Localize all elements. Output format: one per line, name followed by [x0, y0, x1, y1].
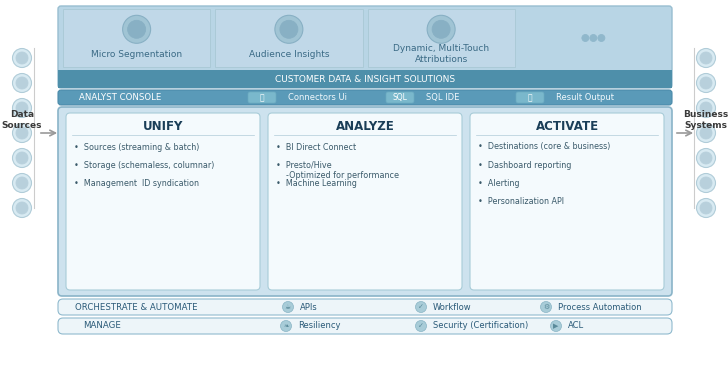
Circle shape: [127, 20, 146, 38]
Circle shape: [697, 48, 716, 68]
Circle shape: [12, 73, 31, 93]
Text: APIs: APIs: [300, 302, 317, 311]
Text: ⚙: ⚙: [543, 304, 549, 310]
Circle shape: [590, 34, 597, 42]
Circle shape: [280, 321, 291, 332]
Text: Business
Systems: Business Systems: [684, 110, 728, 130]
FancyBboxPatch shape: [58, 90, 672, 105]
Circle shape: [700, 177, 712, 189]
Circle shape: [700, 77, 712, 89]
Text: ANALYZE: ANALYZE: [336, 121, 395, 133]
Circle shape: [582, 34, 589, 42]
Text: Data
Sources: Data Sources: [1, 110, 42, 130]
Circle shape: [416, 321, 427, 332]
Circle shape: [12, 48, 31, 68]
Circle shape: [122, 15, 151, 43]
Circle shape: [700, 127, 712, 139]
Text: •  Management  ID syndication: • Management ID syndication: [74, 178, 199, 187]
Circle shape: [697, 124, 716, 143]
Text: Workflow: Workflow: [433, 302, 472, 311]
Text: Resiliency: Resiliency: [298, 322, 341, 330]
Text: Connectors Ui: Connectors Ui: [288, 93, 347, 102]
Text: •  Personalization API: • Personalization API: [478, 197, 564, 206]
Text: ⎓: ⎓: [528, 93, 532, 102]
Text: •  Destinations (core & business): • Destinations (core & business): [478, 143, 610, 152]
Text: ORCHESTRATE & AUTOMATE: ORCHESTRATE & AUTOMATE: [75, 302, 197, 311]
Text: •  Alerting: • Alerting: [478, 178, 520, 187]
Text: SQL IDE: SQL IDE: [426, 93, 459, 102]
Text: ▶: ▶: [553, 323, 558, 329]
FancyBboxPatch shape: [386, 92, 414, 103]
FancyBboxPatch shape: [516, 92, 544, 103]
Circle shape: [416, 302, 427, 313]
Text: UNIFY: UNIFY: [143, 121, 183, 133]
Text: •  Sources (streaming & batch): • Sources (streaming & batch): [74, 143, 199, 152]
Circle shape: [16, 127, 28, 139]
Circle shape: [12, 99, 31, 118]
Text: Security (Certification): Security (Certification): [433, 322, 529, 330]
Text: -Optimized for performance: -Optimized for performance: [276, 172, 399, 181]
Text: ✓: ✓: [418, 323, 424, 329]
Circle shape: [697, 198, 716, 217]
Circle shape: [697, 73, 716, 93]
FancyBboxPatch shape: [248, 92, 276, 103]
Text: •  Storage (schemaless, columnar): • Storage (schemaless, columnar): [74, 161, 214, 169]
Circle shape: [598, 34, 605, 42]
FancyBboxPatch shape: [58, 6, 672, 88]
Text: Result Output: Result Output: [556, 93, 614, 102]
Text: Micro Segmentation: Micro Segmentation: [91, 50, 182, 59]
FancyBboxPatch shape: [58, 318, 672, 334]
Text: Process Automation: Process Automation: [558, 302, 641, 311]
Circle shape: [275, 15, 303, 43]
Text: •  Dashboard reporting: • Dashboard reporting: [478, 161, 571, 169]
Text: ACTIVATE: ACTIVATE: [535, 121, 598, 133]
Circle shape: [540, 302, 552, 313]
Text: ANALYST CONSOLE: ANALYST CONSOLE: [79, 93, 161, 102]
FancyBboxPatch shape: [268, 113, 462, 290]
Circle shape: [16, 152, 28, 164]
Circle shape: [697, 174, 716, 192]
Text: ☕: ☕: [285, 304, 291, 310]
Circle shape: [700, 152, 712, 164]
Circle shape: [16, 52, 28, 64]
Circle shape: [16, 77, 28, 89]
Circle shape: [432, 20, 450, 38]
Circle shape: [700, 202, 712, 214]
Text: •  Presto/Hive: • Presto/Hive: [276, 161, 332, 169]
FancyBboxPatch shape: [58, 107, 672, 296]
Text: Dynamic, Multi-Touch
Attributions: Dynamic, Multi-Touch Attributions: [393, 44, 489, 64]
Circle shape: [280, 20, 298, 38]
Bar: [58, 70, 672, 88]
Circle shape: [427, 15, 455, 43]
FancyBboxPatch shape: [58, 299, 672, 315]
Circle shape: [700, 102, 712, 114]
FancyBboxPatch shape: [470, 113, 664, 290]
Text: ❧: ❧: [283, 323, 289, 329]
Circle shape: [12, 149, 31, 167]
Text: MANAGE: MANAGE: [83, 322, 121, 330]
Text: CUSTOMER DATA & INSIGHT SOLUTIONS: CUSTOMER DATA & INSIGHT SOLUTIONS: [275, 74, 455, 84]
FancyBboxPatch shape: [66, 113, 260, 290]
Bar: [63, 9, 210, 67]
Circle shape: [697, 99, 716, 118]
Circle shape: [12, 198, 31, 217]
Circle shape: [700, 52, 712, 64]
Circle shape: [16, 102, 28, 114]
Bar: [368, 9, 515, 67]
Text: ✓: ✓: [418, 304, 424, 310]
Circle shape: [550, 321, 561, 332]
Text: ACL: ACL: [568, 322, 584, 330]
Text: •  BI Direct Connect: • BI Direct Connect: [276, 143, 356, 152]
Text: Audience Insights: Audience Insights: [249, 50, 329, 59]
Text: SQL: SQL: [392, 93, 408, 102]
Circle shape: [697, 149, 716, 167]
Text: ⑂: ⑂: [260, 93, 264, 102]
Circle shape: [16, 177, 28, 189]
Text: •  Machine Learning: • Machine Learning: [276, 178, 357, 187]
Circle shape: [12, 124, 31, 143]
Circle shape: [12, 174, 31, 192]
Circle shape: [16, 202, 28, 214]
Bar: [215, 9, 363, 67]
Circle shape: [282, 302, 293, 313]
